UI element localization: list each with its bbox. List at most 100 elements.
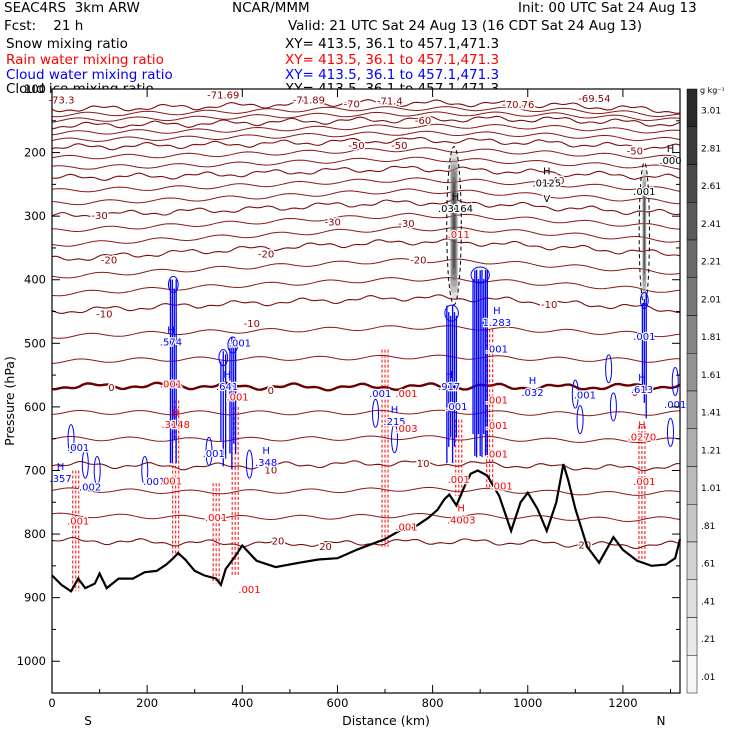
cloud-water-contour bbox=[571, 379, 579, 409]
isotherm-line bbox=[51, 111, 681, 123]
colorbar-units: g kg⁻¹ bbox=[700, 86, 725, 95]
isotherm-label: -70.76 bbox=[502, 100, 534, 111]
cloud-water-contour bbox=[227, 336, 239, 354]
maximum-marker: H bbox=[638, 373, 646, 384]
maximum-value: .03164 bbox=[438, 204, 473, 215]
colorbar-label: 1.61 bbox=[701, 371, 721, 381]
contour-label: .011 bbox=[448, 230, 470, 241]
isotherm-line bbox=[51, 177, 681, 193]
terrain-line bbox=[51, 463, 682, 593]
isotherm-label: -69.54 bbox=[578, 94, 610, 105]
y-tick-label: 600 bbox=[24, 400, 46, 414]
cloud-ice-shading bbox=[642, 180, 646, 287]
contour-label: .001 bbox=[448, 475, 470, 486]
endpoint-right: N bbox=[657, 714, 666, 728]
contour-label: .001 bbox=[633, 477, 655, 488]
maximum-marker: H bbox=[543, 166, 551, 177]
field-snow-xy: XY= 413.5, 36.1 to 457.1,471.3 bbox=[285, 36, 500, 52]
maximum-value: .032 bbox=[521, 388, 543, 399]
contour-label: .001 bbox=[633, 187, 655, 198]
contour-label: .001 bbox=[574, 390, 596, 401]
isotherm-line bbox=[51, 199, 681, 219]
cloud-water-contour bbox=[205, 436, 213, 466]
contour-label: V bbox=[543, 194, 550, 205]
isotherm-label: -50 bbox=[627, 146, 643, 157]
isotherm-line bbox=[51, 409, 681, 417]
isotherm-label: 20 bbox=[319, 542, 332, 553]
colorbar-swatch bbox=[686, 541, 698, 580]
y-tick-label: 800 bbox=[24, 527, 46, 541]
contour-label: .001 bbox=[490, 481, 512, 492]
y-tick-label: 700 bbox=[24, 463, 46, 477]
contour-label: .001 bbox=[226, 392, 248, 403]
cloud-ice-shading bbox=[642, 174, 647, 293]
cloud-ice-shading bbox=[452, 176, 456, 275]
contour-label: .001 bbox=[486, 450, 508, 461]
isotherm-label: -30 bbox=[398, 219, 414, 230]
cloud-water-contour bbox=[391, 424, 399, 454]
field-snow-label: Snow mixing ratio bbox=[6, 36, 128, 52]
isotherm-label: -20 bbox=[410, 256, 426, 267]
isotherm-line bbox=[51, 486, 681, 496]
cloud-water-contour bbox=[167, 276, 179, 294]
cloud-water-contour bbox=[141, 455, 149, 485]
isotherm-label: -30 bbox=[91, 211, 107, 222]
maximum-marker: H bbox=[452, 192, 460, 203]
colorbar-swatch bbox=[686, 164, 698, 203]
contour-label: .001 bbox=[229, 338, 251, 349]
y-tick-label: 300 bbox=[24, 209, 46, 223]
cloud-ice-contour bbox=[446, 146, 462, 306]
colorbar-swatch bbox=[686, 655, 698, 694]
y-tick-label: 400 bbox=[24, 273, 46, 287]
isotherm-label: -60 bbox=[415, 116, 431, 127]
header-init: Init: 00 UTC Sat 24 Aug 13 bbox=[518, 0, 697, 16]
contour-label: .001 bbox=[445, 402, 467, 413]
contour-label: .001 bbox=[486, 396, 508, 407]
isotherm-label: 0 bbox=[632, 388, 638, 399]
colorbar-label: 1.21 bbox=[701, 446, 721, 456]
contour-label: .001 bbox=[369, 389, 391, 400]
contour-label: .001 bbox=[395, 389, 417, 400]
isotherm-line bbox=[51, 136, 681, 151]
maximum-value: .613 bbox=[631, 385, 653, 396]
maximum-marker: H bbox=[262, 446, 270, 457]
maximum-marker: H bbox=[445, 370, 453, 381]
y-tick-label: 200 bbox=[24, 146, 46, 160]
maximum-value: .917 bbox=[438, 382, 460, 393]
isotherm-label: -71.4 bbox=[377, 97, 403, 108]
colorbar-label: 2.21 bbox=[701, 258, 721, 268]
maximum-value: .000 bbox=[659, 156, 681, 167]
isotherm-line bbox=[51, 130, 681, 142]
isotherm-line bbox=[51, 512, 681, 523]
colorbar-swatch bbox=[686, 126, 698, 165]
cloud-water-contour bbox=[67, 424, 75, 454]
isotherm-line bbox=[51, 459, 681, 472]
isotherm-line bbox=[51, 212, 681, 233]
maximum-marker: H bbox=[223, 370, 231, 381]
isotherm-line bbox=[51, 258, 681, 279]
cloud-water-contour bbox=[245, 449, 253, 479]
maximum-value: .574 bbox=[160, 337, 182, 348]
cloud-water-contour bbox=[444, 304, 459, 322]
isotherm-label: -10 bbox=[96, 310, 112, 321]
isotherm-line bbox=[51, 147, 681, 160]
isotherm-label: -70 bbox=[344, 99, 360, 110]
isotherm-line bbox=[51, 123, 681, 136]
cloud-water-contour bbox=[576, 405, 584, 435]
cloud-water-contour bbox=[81, 449, 89, 479]
y-axis-label: Pressure (hPa) bbox=[2, 356, 17, 446]
colorbar-swatch bbox=[686, 315, 698, 354]
x-tick-label: 600 bbox=[326, 696, 348, 710]
contour-label: .001 bbox=[67, 516, 89, 527]
contour-label: .001 bbox=[160, 476, 182, 487]
plot-frame bbox=[51, 88, 681, 694]
isotherm-line bbox=[51, 294, 681, 314]
cloud-ice-shading bbox=[451, 170, 457, 281]
colorbar-label: .81 bbox=[701, 522, 715, 532]
cloud-ice-shading bbox=[450, 164, 458, 287]
maximum-marker: H bbox=[493, 306, 501, 317]
maximum-marker: H bbox=[167, 325, 175, 336]
maximum-value: .641 bbox=[216, 382, 238, 393]
field-rain-label: Rain water mixing ratio bbox=[6, 52, 164, 68]
contour-label: .001 bbox=[664, 400, 686, 411]
